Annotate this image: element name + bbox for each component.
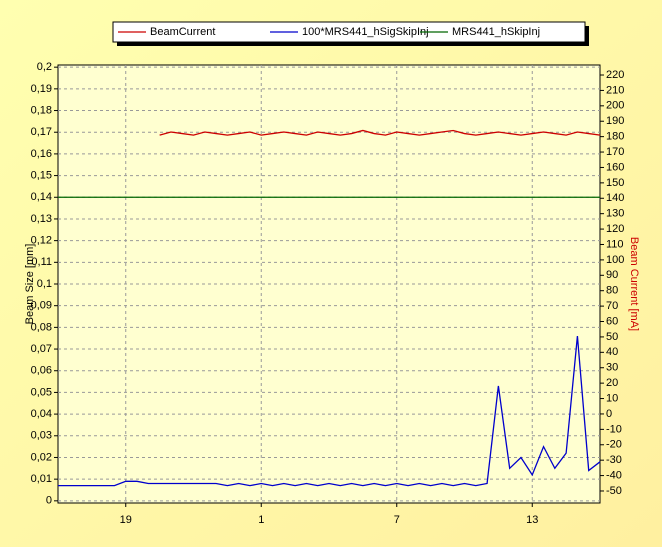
legend-label: MRS441_hSkipInj — [452, 26, 540, 38]
y2-tick-label: 10 — [606, 392, 618, 404]
y2-tick-label: 220 — [606, 69, 624, 81]
y-tick-label: 0,03 — [31, 430, 52, 442]
y2-tick-label: 100 — [606, 254, 624, 266]
y-tick-label: 0,07 — [31, 343, 52, 355]
x-tick-label: 7 — [394, 514, 400, 526]
y-tick-label: 0,06 — [31, 365, 52, 377]
y2-tick-label: 30 — [606, 362, 618, 374]
y-tick-label: 0,15 — [31, 169, 52, 181]
y2-tick-label: 70 — [606, 300, 618, 312]
y2-axis-title: Beam Current [mA] — [628, 237, 640, 331]
y2-tick-label: 210 — [606, 84, 624, 96]
y2-tick-label: 190 — [606, 115, 624, 127]
y-tick-label: 0,16 — [31, 148, 52, 160]
y2-tick-label: 80 — [606, 285, 618, 297]
x-tick-label: 1 — [258, 514, 264, 526]
series-line — [58, 335, 601, 487]
y2-tick-label: 150 — [606, 177, 624, 189]
x-tick-label: 19 — [120, 514, 132, 526]
y-tick-label: 0,18 — [31, 104, 52, 116]
y-tick-label: 0,17 — [31, 126, 52, 138]
y2-tick-label: 130 — [606, 208, 624, 220]
legend-label: 100*MRS441_hSigSkipInj — [302, 26, 429, 38]
y2-tick-label: 60 — [606, 315, 618, 327]
y-tick-label: 0,13 — [31, 213, 52, 225]
legend-box — [112, 21, 586, 43]
y-tick-label: 0,01 — [31, 473, 52, 485]
y-tick-label: 0,04 — [31, 408, 52, 420]
y-tick-label: 0,19 — [31, 83, 52, 95]
y-tick-label: 0,1 — [37, 278, 52, 290]
y2-tick-label: 170 — [606, 146, 624, 158]
y2-tick-label: 200 — [606, 100, 624, 112]
y-tick-label: 0,12 — [31, 235, 52, 247]
y-tick-label: 0,05 — [31, 386, 52, 398]
y2-tick-label: 180 — [606, 131, 624, 143]
legend-label: BeamCurrent — [150, 26, 215, 38]
y2-tick-label: 0 — [606, 408, 612, 420]
y-tick-label: 0,11 — [31, 256, 52, 268]
y2-tick-label: 40 — [606, 346, 618, 358]
y-tick-label: 0 — [46, 495, 52, 507]
y2-tick-label: 110 — [606, 238, 624, 250]
series-line — [159, 129, 601, 136]
y-tick-label: 0,2 — [37, 61, 52, 73]
y2-tick-label: -50 — [606, 485, 622, 497]
y2-tick-label: 120 — [606, 223, 624, 235]
y2-tick-label: 50 — [606, 331, 618, 343]
y2-tick-label: 160 — [606, 161, 624, 173]
y2-tick-label: -40 — [606, 469, 622, 481]
y-tick-label: 0,14 — [31, 191, 52, 203]
y2-tick-label: 90 — [606, 269, 618, 281]
y-tick-label: 0,08 — [31, 321, 52, 333]
y2-tick-label: -20 — [606, 439, 622, 451]
y2-tick-label: -30 — [606, 454, 622, 466]
y-axis-title: Beam Size [mm] — [24, 244, 36, 325]
x-tick-label: 13 — [526, 514, 538, 526]
y2-tick-label: -10 — [606, 423, 622, 435]
y-tick-label: 0,09 — [31, 300, 52, 312]
y2-tick-label: 20 — [606, 377, 618, 389]
y2-tick-label: 140 — [606, 192, 624, 204]
y-tick-label: 0,02 — [31, 451, 52, 463]
